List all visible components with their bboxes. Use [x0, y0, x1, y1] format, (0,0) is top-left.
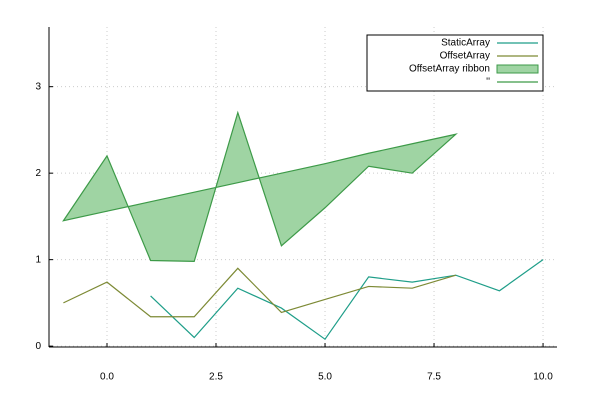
ribbon — [62, 110, 458, 262]
y-tick-label: 1 — [35, 254, 41, 265]
y-tick-label: 0 — [35, 341, 41, 352]
legend-label: StaticArray — [441, 38, 490, 49]
y-tick-label: 2 — [35, 168, 41, 179]
x-tick-label: 10.0 — [533, 372, 553, 383]
line — [150, 259, 544, 341]
x-tick-label: 0.0 — [100, 372, 114, 383]
line — [63, 267, 457, 318]
x-tick-label: 2.5 — [209, 372, 223, 383]
legend-label: OffsetArray ribbon — [409, 64, 490, 75]
x-tick-label: 5.0 — [318, 372, 332, 383]
legend-swatch — [496, 64, 539, 74]
y-tick-label: 3 — [35, 81, 41, 92]
legend-label: '' — [486, 77, 490, 88]
x-tick-label: 7.5 — [427, 372, 441, 383]
legend-label: OffsetArray — [440, 51, 490, 62]
